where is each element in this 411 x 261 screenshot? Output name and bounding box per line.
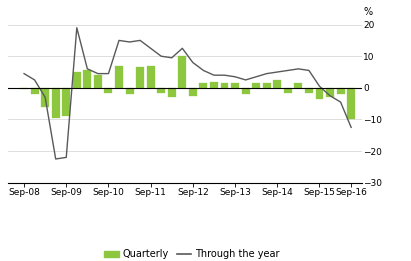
Bar — [221, 83, 229, 88]
Text: %: % — [363, 7, 373, 17]
Bar — [41, 88, 49, 107]
Bar — [104, 88, 113, 93]
Bar — [263, 83, 271, 88]
Bar — [31, 88, 39, 94]
Legend: Quarterly, Through the year: Quarterly, Through the year — [100, 246, 284, 261]
Bar — [62, 88, 70, 116]
Bar — [316, 88, 323, 99]
Bar — [326, 88, 334, 97]
Bar — [273, 80, 281, 88]
Bar — [126, 88, 134, 94]
Bar — [157, 88, 165, 93]
Bar — [20, 88, 28, 90]
Bar — [294, 83, 302, 88]
Bar — [199, 83, 208, 88]
Bar — [337, 88, 344, 94]
Bar — [347, 88, 355, 120]
Bar — [94, 75, 102, 88]
Bar — [52, 88, 60, 118]
Bar — [168, 88, 176, 97]
Bar — [178, 56, 186, 88]
Bar — [210, 81, 218, 88]
Bar — [252, 83, 260, 88]
Bar — [83, 70, 91, 88]
Bar — [136, 67, 144, 88]
Bar — [189, 88, 197, 96]
Bar — [147, 66, 155, 88]
Bar — [284, 88, 292, 93]
Bar — [242, 88, 249, 94]
Bar — [231, 83, 239, 88]
Bar — [305, 88, 313, 93]
Bar — [115, 66, 123, 88]
Bar — [73, 72, 81, 88]
